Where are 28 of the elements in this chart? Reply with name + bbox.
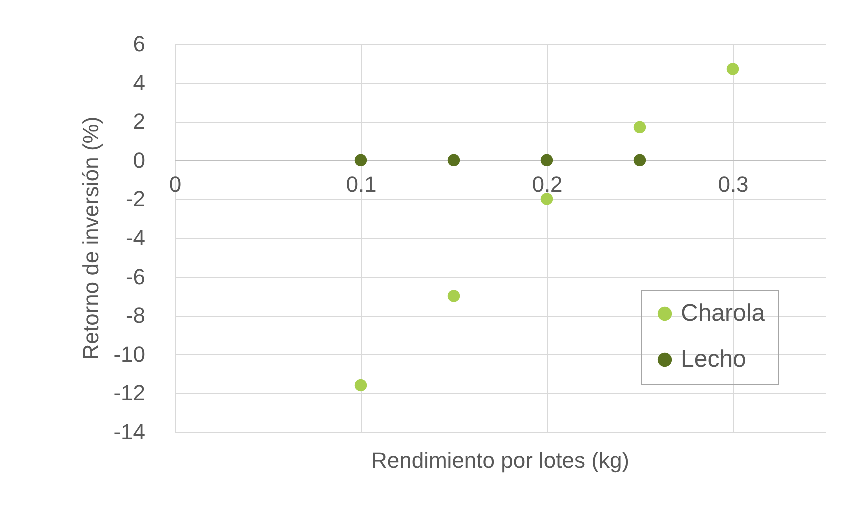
point	[634, 121, 646, 134]
y-tick-label: 2	[133, 109, 146, 134]
y-tick-label: -2	[126, 186, 146, 212]
y-tick-label: -4	[126, 226, 146, 250]
x-tick-label: 0	[169, 172, 182, 197]
x-tick-label: 0.2	[532, 172, 563, 197]
point	[726, 63, 740, 76]
point	[354, 154, 368, 167]
y-tick-label: -6	[126, 264, 146, 290]
point	[448, 154, 460, 167]
y-tick-label: -14	[114, 420, 146, 444]
y-tick-label: 0	[133, 148, 146, 173]
legend-label: Lecho	[681, 346, 746, 373]
x-axis-title: Rendimiento por lotes (kg)	[371, 448, 630, 473]
y-tick-label: -12	[114, 380, 146, 406]
point	[448, 290, 460, 302]
point	[354, 379, 368, 392]
y-tick-label: -10	[114, 342, 146, 367]
y-tick-label: 6	[133, 32, 146, 56]
x-tick-label: 0.1	[346, 172, 377, 197]
legend-label: Charola	[681, 300, 766, 327]
y-tick-label: -8	[126, 303, 146, 328]
point	[634, 154, 646, 167]
point	[540, 193, 554, 206]
y-tick-label: 4	[133, 70, 146, 96]
y-axis-title: Retorno de inversión (%)	[78, 116, 104, 360]
x-tick-label: 0.3	[718, 172, 749, 197]
point	[540, 154, 554, 167]
